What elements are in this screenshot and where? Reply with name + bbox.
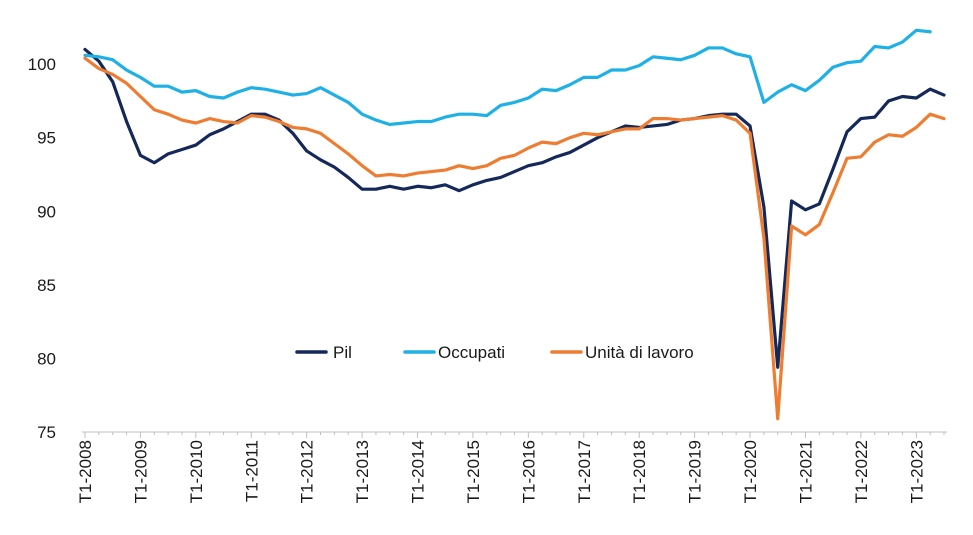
y-tick-label: 75: [37, 423, 56, 442]
x-tick-label: T1-2017: [575, 440, 594, 503]
x-tick-label: T1-2018: [630, 440, 649, 503]
x-tick-label: T1-2008: [76, 440, 95, 503]
y-tick-label: 85: [37, 276, 56, 295]
y-axis-tick-labels: 75 80 85 90 95 100: [28, 55, 56, 442]
legend-label: Pil: [333, 343, 352, 362]
x-tick-label: T1-2021: [796, 440, 815, 503]
x-tick-label: T1-2010: [187, 440, 206, 503]
x-tick-label: T1-2013: [353, 440, 372, 503]
y-tick-label: 100: [28, 55, 56, 74]
legend: Pil Occupati Unità di lavoro: [295, 343, 694, 362]
x-tick-label: T1-2011: [242, 440, 261, 502]
series-lines: [83, 28, 946, 421]
x-tick-label: T1-2022: [852, 440, 871, 503]
series-line-3: [83, 56, 946, 421]
y-tick-label: 80: [37, 349, 56, 368]
x-tick-label: T1-2020: [741, 440, 760, 503]
series-line-1: [83, 47, 946, 369]
series-line-2: [83, 28, 932, 127]
x-tick-label: T1-2012: [298, 440, 317, 503]
x-tick-label: T1-2019: [686, 440, 705, 503]
legend-label: Unità di lavoro: [585, 343, 694, 362]
y-tick-label: 90: [37, 202, 56, 221]
legend-label: Occupati: [438, 343, 505, 362]
x-tick-label: T1-2023: [907, 440, 926, 503]
x-axis-tick-marks: [84, 432, 945, 438]
y-tick-label: 95: [37, 129, 56, 148]
x-tick-label: T1-2015: [464, 440, 483, 503]
x-tick-label: T1-2009: [131, 440, 150, 503]
x-axis-tick-labels: T1-2008 T1-2009 T1-2010 T1-2011 T1-2012 T1-20…: [76, 440, 926, 503]
x-tick-label: T1-2014: [409, 440, 428, 503]
x-tick-label: T1-2016: [519, 440, 538, 503]
